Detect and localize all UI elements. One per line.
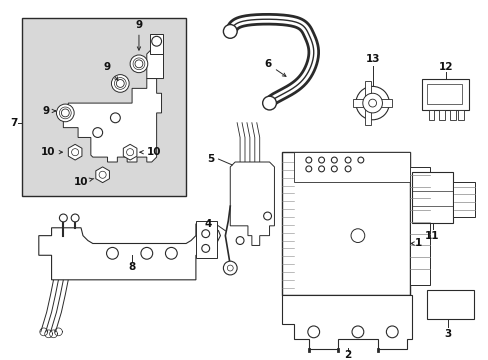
Circle shape [126,149,133,156]
Bar [449,110,455,120]
Bar [439,110,445,120]
Circle shape [110,113,120,123]
Polygon shape [230,162,274,246]
Circle shape [71,149,79,156]
Bar [426,85,461,104]
Circle shape [99,171,106,178]
Circle shape [223,24,237,38]
Polygon shape [282,294,411,348]
Text: 12: 12 [438,62,452,72]
Circle shape [130,55,147,73]
Text: 9: 9 [135,19,142,50]
Bar [452,182,474,217]
Circle shape [202,244,209,252]
Bar [427,110,434,120]
Bar [364,81,370,125]
Text: 10: 10 [140,147,161,157]
Bar [457,110,463,120]
Circle shape [345,157,350,163]
Circle shape [106,247,118,259]
Circle shape [56,104,74,122]
Circle shape [362,93,382,113]
Circle shape [202,230,209,238]
Bar [409,167,428,285]
Circle shape [351,326,363,338]
Circle shape [386,326,397,338]
Circle shape [307,326,319,338]
Polygon shape [68,144,82,160]
Circle shape [331,166,337,172]
Bar [22,18,186,196]
Circle shape [331,157,337,163]
Circle shape [141,247,152,259]
Circle shape [350,229,364,243]
Circle shape [71,214,79,222]
Circle shape [355,86,388,120]
Text: 3: 3 [444,329,451,339]
Bar [421,78,468,110]
Text: 8: 8 [128,262,136,272]
Polygon shape [63,78,161,162]
Circle shape [61,109,69,117]
Circle shape [263,212,271,220]
Circle shape [262,96,276,110]
Circle shape [223,261,237,275]
Circle shape [305,166,311,172]
Circle shape [116,80,124,87]
Circle shape [318,166,324,172]
Polygon shape [149,34,163,54]
Circle shape [368,99,376,107]
Bar [411,172,452,223]
Text: 4: 4 [204,219,212,229]
Text: 13: 13 [365,54,379,64]
Polygon shape [146,49,163,78]
Bar [293,152,409,182]
Text: 11: 11 [425,231,439,240]
Text: 7: 7 [11,118,18,128]
Text: 9: 9 [42,106,55,116]
Polygon shape [39,224,220,280]
Text: 9: 9 [104,62,118,80]
Bar [352,99,391,107]
Circle shape [135,60,142,68]
Bar [426,290,473,319]
Circle shape [93,128,102,138]
Circle shape [165,247,177,259]
Circle shape [227,265,233,271]
Circle shape [60,214,67,222]
Text: 2: 2 [344,350,351,360]
Polygon shape [96,167,109,183]
Bar [282,152,409,294]
Circle shape [345,166,350,172]
Circle shape [151,36,161,46]
Polygon shape [123,144,137,160]
Bar [196,221,217,258]
Text: 5: 5 [206,154,214,164]
Text: 10: 10 [74,177,94,186]
Circle shape [318,157,324,163]
Circle shape [236,237,244,244]
Text: 6: 6 [264,59,285,76]
Circle shape [305,157,311,163]
Circle shape [357,157,363,163]
Text: 1: 1 [410,238,422,248]
Text: 10: 10 [41,147,62,157]
Circle shape [111,75,129,92]
